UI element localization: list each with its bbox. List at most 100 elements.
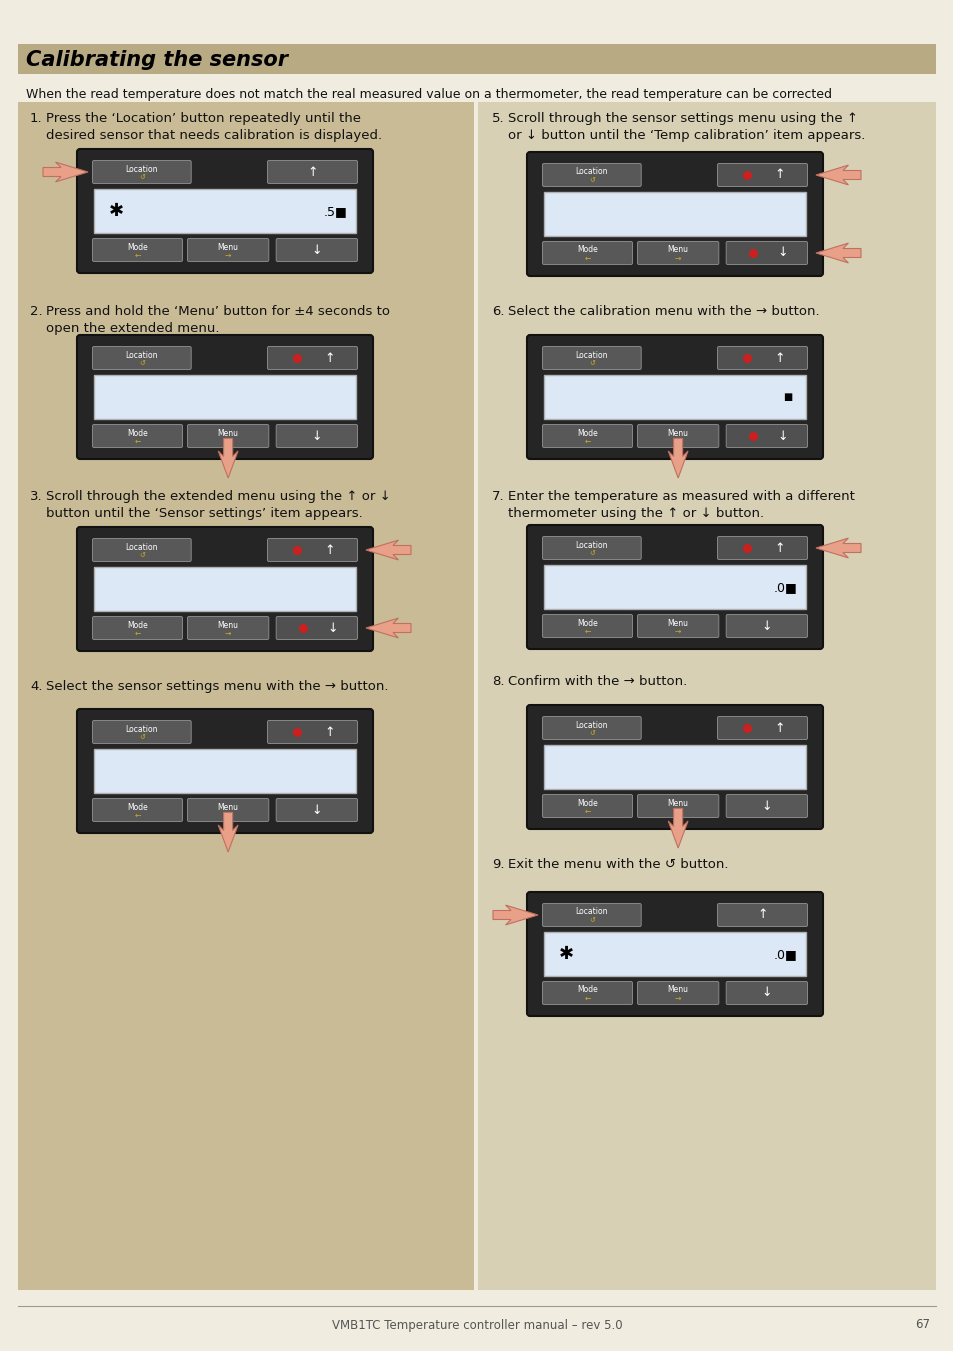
- FancyBboxPatch shape: [92, 616, 182, 639]
- Text: Mode: Mode: [577, 428, 598, 438]
- Text: ↓: ↓: [312, 804, 322, 816]
- Text: ↓: ↓: [312, 243, 322, 257]
- FancyBboxPatch shape: [276, 424, 357, 447]
- Text: ←: ←: [583, 436, 590, 446]
- FancyBboxPatch shape: [92, 720, 191, 743]
- FancyBboxPatch shape: [188, 424, 269, 447]
- FancyBboxPatch shape: [542, 904, 640, 927]
- FancyBboxPatch shape: [543, 565, 805, 609]
- Text: →: →: [675, 627, 680, 635]
- Text: Press and hold the ‘Menu’ button for ±4 seconds to
open the extended menu.: Press and hold the ‘Menu’ button for ±4 …: [46, 305, 390, 335]
- Text: ↓: ↓: [760, 800, 771, 812]
- Text: .0■: .0■: [773, 948, 797, 962]
- FancyBboxPatch shape: [542, 424, 632, 447]
- Text: Press the ‘Location’ button repeatedly until the
desired sensor that needs calib: Press the ‘Location’ button repeatedly u…: [46, 112, 382, 142]
- Text: →: →: [675, 993, 680, 1002]
- Text: ✱: ✱: [558, 944, 573, 963]
- Polygon shape: [815, 538, 861, 558]
- Text: ↑: ↑: [774, 542, 784, 554]
- Text: ↺: ↺: [588, 359, 594, 366]
- FancyBboxPatch shape: [18, 101, 474, 1290]
- FancyBboxPatch shape: [717, 716, 806, 739]
- Polygon shape: [667, 808, 687, 848]
- Polygon shape: [815, 165, 861, 185]
- FancyBboxPatch shape: [92, 539, 191, 562]
- FancyBboxPatch shape: [77, 149, 373, 273]
- Text: Menu: Menu: [217, 620, 238, 630]
- Text: →: →: [675, 436, 680, 446]
- FancyBboxPatch shape: [526, 526, 822, 648]
- FancyBboxPatch shape: [637, 615, 718, 638]
- FancyBboxPatch shape: [18, 45, 935, 74]
- FancyBboxPatch shape: [267, 161, 357, 184]
- Text: ←: ←: [583, 254, 590, 262]
- Text: ←: ←: [134, 250, 140, 259]
- Text: 4.: 4.: [30, 680, 43, 693]
- Text: ↺: ↺: [588, 917, 594, 923]
- FancyBboxPatch shape: [267, 346, 357, 370]
- Text: Location: Location: [575, 720, 607, 730]
- Text: ↑: ↑: [324, 351, 335, 365]
- Text: ↑: ↑: [774, 169, 784, 181]
- FancyBboxPatch shape: [637, 242, 718, 265]
- Text: 8.: 8.: [492, 676, 504, 688]
- Text: ↺: ↺: [588, 550, 594, 557]
- FancyBboxPatch shape: [94, 376, 355, 419]
- FancyBboxPatch shape: [637, 424, 718, 447]
- Polygon shape: [366, 619, 411, 638]
- Text: Menu: Menu: [667, 798, 688, 808]
- FancyBboxPatch shape: [526, 705, 822, 830]
- Text: ←: ←: [134, 628, 140, 638]
- Text: ↺: ↺: [139, 174, 145, 180]
- Text: Menu: Menu: [667, 428, 688, 438]
- FancyBboxPatch shape: [543, 192, 805, 236]
- Text: Mode: Mode: [127, 802, 148, 812]
- Text: Location: Location: [126, 543, 158, 551]
- FancyBboxPatch shape: [276, 616, 357, 639]
- Text: 9.: 9.: [492, 858, 504, 871]
- Text: 3.: 3.: [30, 490, 43, 503]
- Text: ←: ←: [134, 436, 140, 446]
- Text: 67: 67: [914, 1319, 929, 1332]
- FancyBboxPatch shape: [188, 239, 269, 262]
- Text: ↑: ↑: [774, 721, 784, 735]
- Text: ↓: ↓: [777, 430, 787, 443]
- Text: ↺: ↺: [139, 359, 145, 366]
- Text: Location: Location: [575, 168, 607, 177]
- FancyBboxPatch shape: [94, 567, 355, 611]
- FancyBboxPatch shape: [542, 716, 640, 739]
- Text: .5■: .5■: [324, 205, 348, 219]
- FancyBboxPatch shape: [526, 335, 822, 459]
- Polygon shape: [218, 439, 238, 478]
- FancyBboxPatch shape: [92, 424, 182, 447]
- Polygon shape: [366, 540, 411, 559]
- Text: ↑: ↑: [307, 166, 317, 178]
- Text: Mode: Mode: [127, 428, 148, 438]
- Text: ←: ←: [583, 627, 590, 635]
- Text: →: →: [675, 807, 680, 816]
- Text: 2.: 2.: [30, 305, 43, 317]
- Text: ✱: ✱: [109, 203, 124, 220]
- Text: ↓: ↓: [777, 246, 787, 259]
- Text: ↓: ↓: [327, 621, 337, 635]
- FancyBboxPatch shape: [477, 101, 935, 1290]
- Text: Mode: Mode: [577, 246, 598, 254]
- Text: ←: ←: [583, 993, 590, 1002]
- Text: Location: Location: [126, 165, 158, 173]
- FancyBboxPatch shape: [717, 163, 806, 186]
- Text: →: →: [225, 250, 231, 259]
- Polygon shape: [815, 243, 861, 263]
- FancyBboxPatch shape: [542, 242, 632, 265]
- FancyBboxPatch shape: [543, 744, 805, 789]
- Text: 6.: 6.: [492, 305, 504, 317]
- FancyBboxPatch shape: [542, 794, 632, 817]
- Text: 1.: 1.: [30, 112, 43, 126]
- FancyBboxPatch shape: [542, 615, 632, 638]
- Text: Select the calibration menu with the → button.: Select the calibration menu with the → b…: [507, 305, 819, 317]
- Text: 7.: 7.: [492, 490, 504, 503]
- FancyBboxPatch shape: [188, 798, 269, 821]
- FancyBboxPatch shape: [92, 161, 191, 184]
- Text: Location: Location: [575, 540, 607, 550]
- FancyBboxPatch shape: [543, 376, 805, 419]
- FancyBboxPatch shape: [92, 239, 182, 262]
